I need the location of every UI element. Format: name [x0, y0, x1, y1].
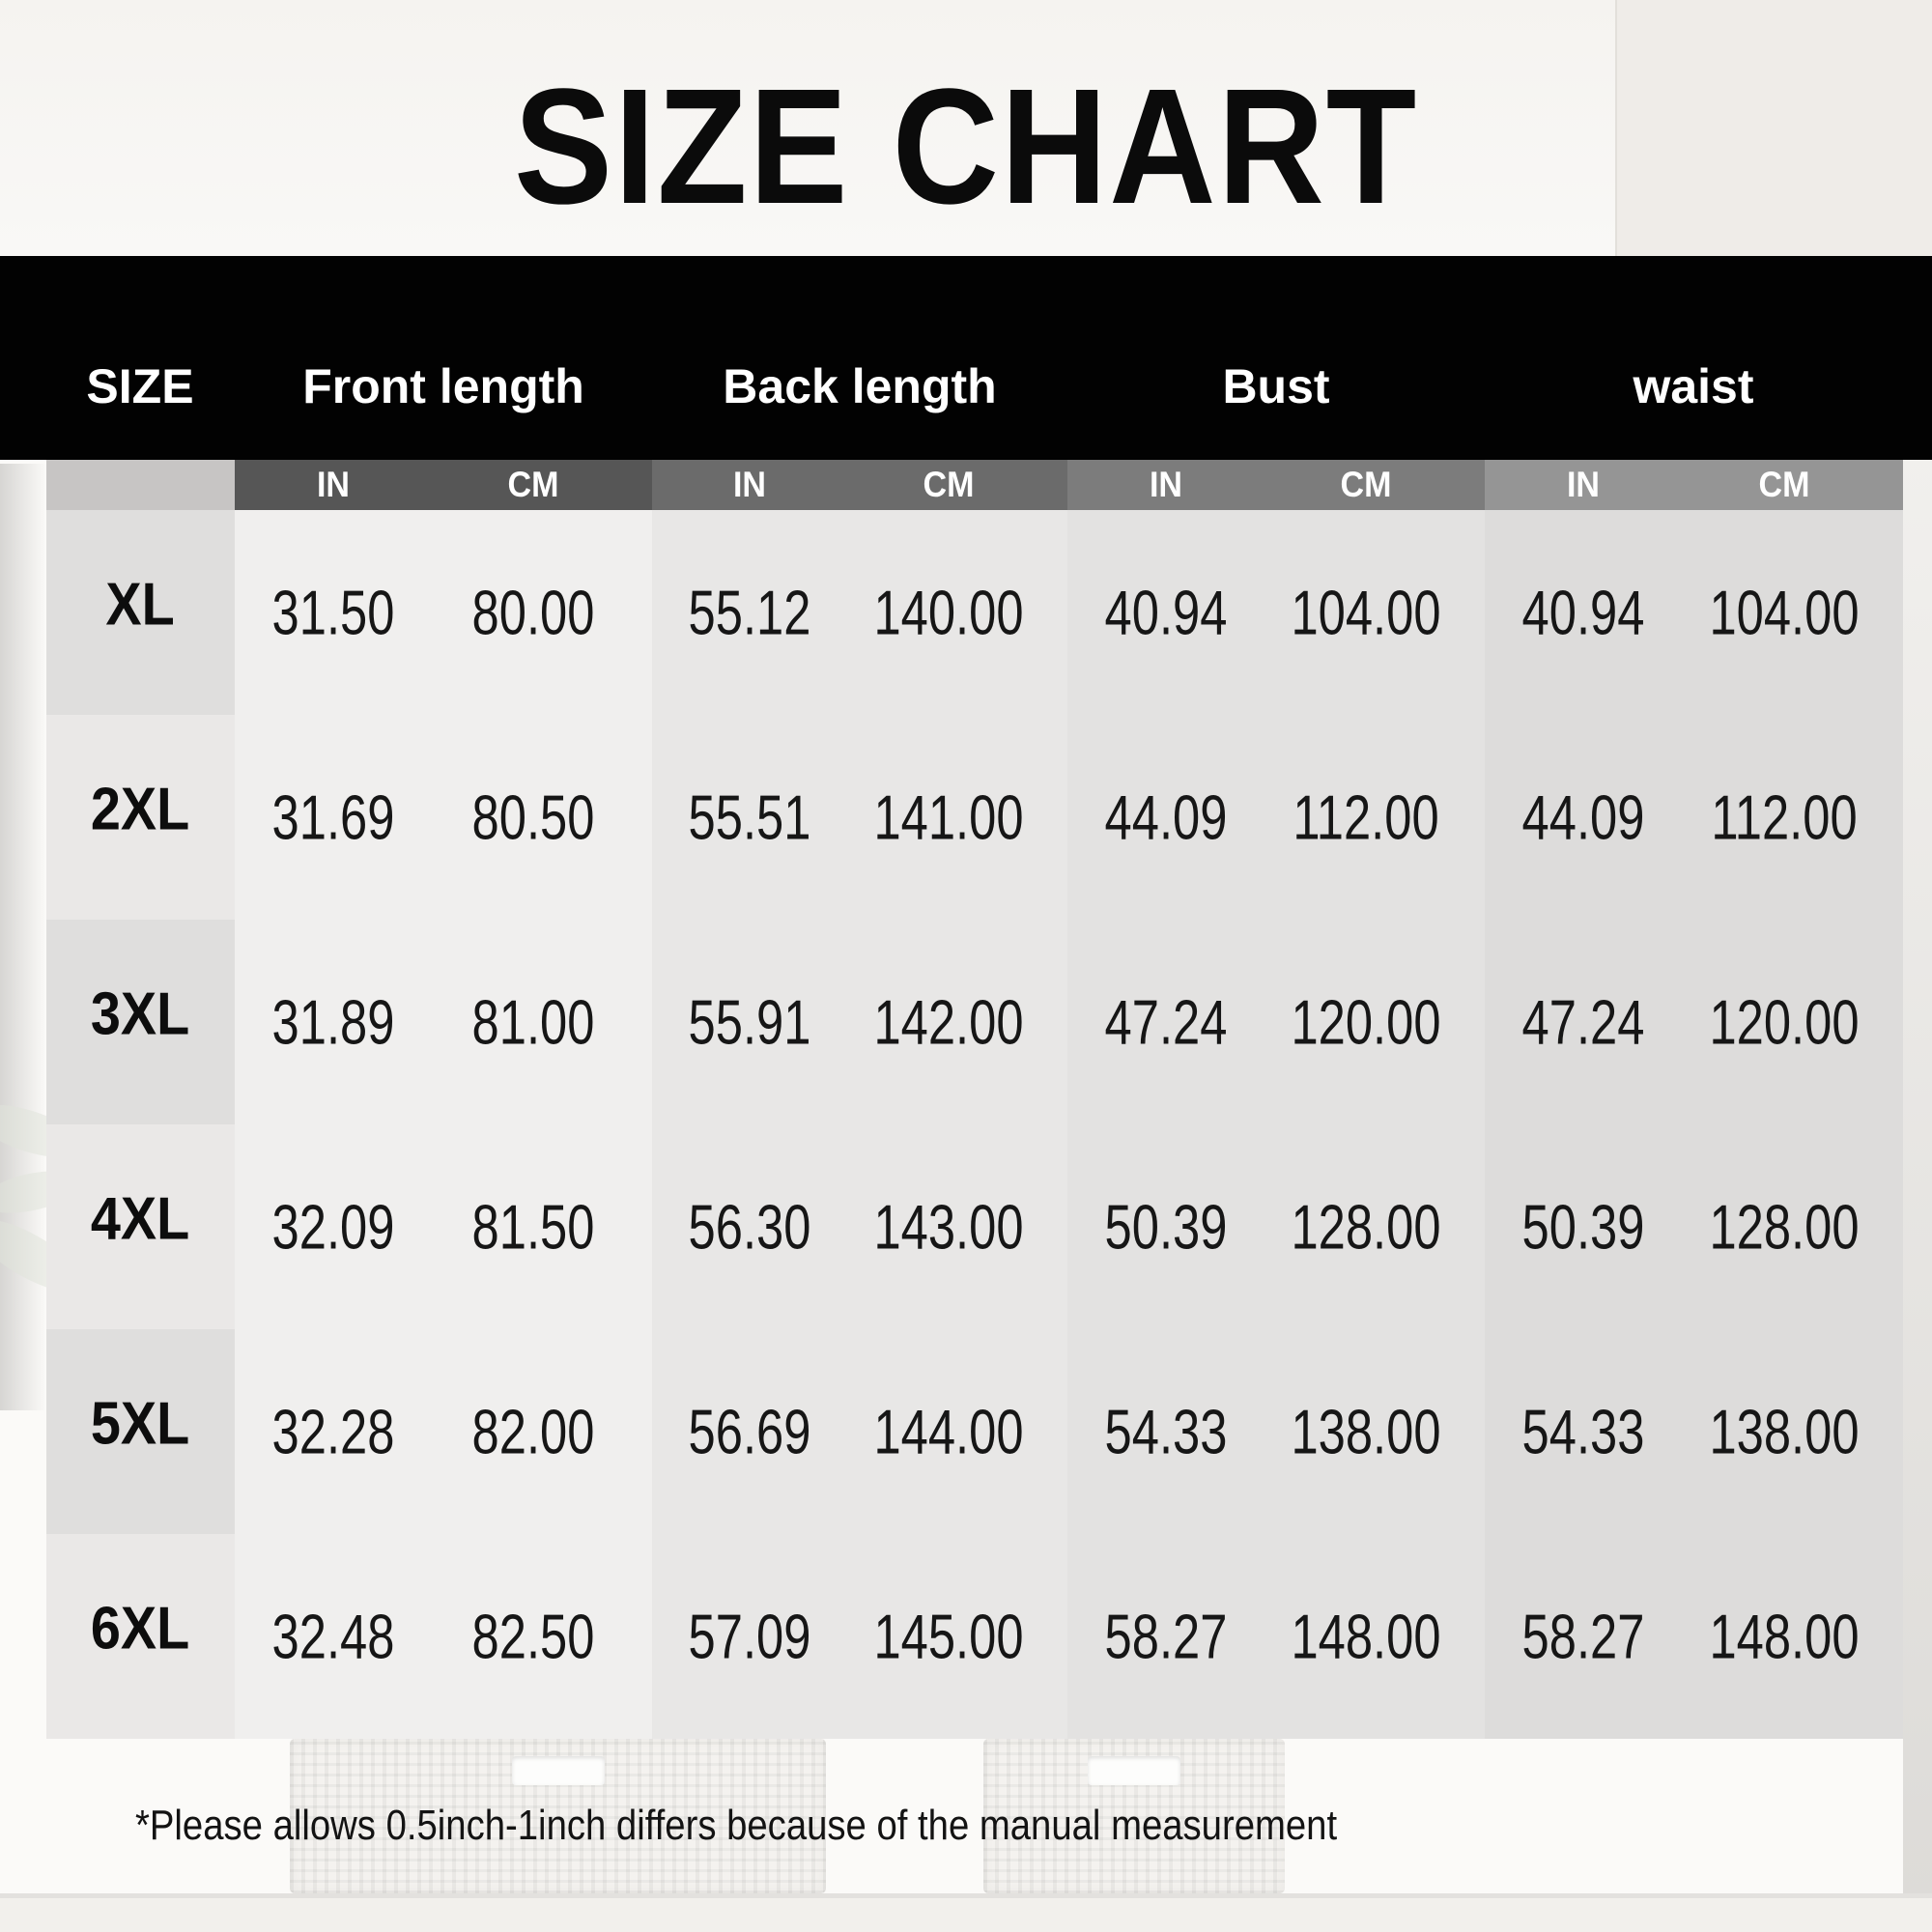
measurement-value: 82.00	[471, 1396, 595, 1467]
row-size-label: XL	[105, 571, 175, 639]
row-size-label: 5XL	[90, 1390, 190, 1458]
size-column-cell	[46, 715, 235, 920]
measurement-value: 143.00	[873, 1191, 1024, 1263]
column-band-back-length	[652, 510, 1067, 1739]
measurement-value: 58.27	[1104, 1601, 1227, 1672]
measurement-value: 47.24	[1104, 986, 1227, 1058]
measurement-value: 44.09	[1104, 781, 1227, 853]
units-segment-size	[46, 460, 235, 510]
column-header-bust: Bust	[1222, 359, 1330, 413]
table-body: XL 31.50 80.00 55.12 140.00 40.94 104.00 40.94 1…	[46, 510, 1903, 1739]
measurement-value: 56.30	[688, 1191, 811, 1263]
measurement-value: 120.00	[1709, 986, 1860, 1058]
background-wall	[0, 0, 1932, 256]
measurement-value: 112.00	[1710, 781, 1858, 853]
units-segment-bust: IN CM	[1067, 460, 1485, 510]
row-size-label: 2XL	[90, 776, 190, 843]
measurement-value: 40.94	[1521, 577, 1645, 648]
background-right-shadow	[1903, 256, 1932, 1932]
measurement-value: 104.00	[1291, 577, 1441, 648]
size-column-cell	[46, 510, 235, 715]
units-row: IN CM IN CM IN CM IN CM	[46, 460, 1903, 510]
unit-cm-label: CM	[1340, 465, 1392, 504]
measurement-value: 82.50	[471, 1601, 595, 1672]
background-basket-left	[290, 1739, 826, 1893]
measurement-value: 81.50	[471, 1191, 595, 1263]
measurement-value: 112.00	[1293, 781, 1439, 853]
measurement-value: 55.91	[688, 986, 811, 1058]
measurement-value: 32.28	[271, 1396, 394, 1467]
measurement-value: 55.12	[688, 577, 811, 648]
unit-in-label: IN	[733, 465, 767, 504]
units-segment-waist: IN CM	[1485, 460, 1903, 510]
measurement-value: 128.00	[1291, 1191, 1441, 1263]
measurement-value: 145.00	[873, 1601, 1024, 1672]
measurement-value: 104.00	[1709, 577, 1860, 648]
measurement-value: 50.39	[1104, 1191, 1227, 1263]
measurement-value: 47.24	[1521, 986, 1645, 1058]
background-basket-right	[983, 1739, 1285, 1893]
measurement-value: 56.69	[688, 1396, 811, 1467]
column-band-bust	[1067, 510, 1485, 1739]
measurement-value: 144.00	[873, 1396, 1024, 1467]
measurement-value: 142.00	[873, 986, 1024, 1058]
unit-cm-label: CM	[923, 465, 975, 504]
measurement-value: 31.50	[271, 577, 394, 648]
unit-in-label: IN	[1149, 465, 1182, 504]
measurement-value: 31.69	[271, 781, 394, 853]
measurement-value: 32.48	[271, 1601, 394, 1672]
basket-handle	[1088, 1756, 1180, 1785]
background-shelf	[0, 1893, 1932, 1932]
unit-in-label: IN	[1566, 465, 1600, 504]
units-segment-back-length: IN CM	[652, 460, 1067, 510]
measurement-value: 140.00	[873, 577, 1024, 648]
measurement-value: 148.00	[1291, 1601, 1441, 1672]
size-column-cell	[46, 1124, 235, 1329]
measurement-value: 58.27	[1521, 1601, 1645, 1672]
measurement-value: 80.00	[471, 577, 595, 648]
unit-in-label: IN	[316, 465, 350, 504]
size-column-cell	[46, 1534, 235, 1739]
unit-cm-label: CM	[1758, 465, 1810, 504]
measurement-value: 138.00	[1291, 1396, 1441, 1467]
column-header-waist: waist	[1633, 359, 1754, 413]
measurement-value: 54.33	[1104, 1396, 1227, 1467]
measurement-value: 120.00	[1291, 986, 1441, 1058]
measurement-value: 128.00	[1709, 1191, 1860, 1263]
unit-cm-label: CM	[507, 465, 559, 504]
row-size-label: 4XL	[90, 1185, 190, 1253]
measurement-value: 57.09	[688, 1601, 811, 1672]
row-size-label: 6XL	[90, 1595, 190, 1662]
measurement-value: 40.94	[1104, 577, 1227, 648]
row-size-label: 3XL	[90, 980, 190, 1048]
measurement-value: 31.89	[271, 986, 394, 1058]
measurement-value: 148.00	[1709, 1601, 1860, 1672]
size-column-cell	[46, 1329, 235, 1534]
units-segment-front-length: IN CM	[235, 460, 652, 510]
background-wall-seam	[1615, 0, 1932, 256]
column-band-front-length	[235, 510, 652, 1739]
footnote: *Please allows 0.5inch-1inch differs bec…	[135, 1802, 1338, 1849]
measurement-value: 141.00	[873, 781, 1024, 853]
page-title: SIZE CHART	[514, 55, 1418, 239]
column-header-size: SIZE	[86, 359, 194, 413]
basket-handle	[511, 1756, 605, 1785]
table-header-bar: SIZE Front length Back length Bust waist	[0, 256, 1932, 460]
column-band-waist	[1485, 510, 1903, 1739]
measurement-value: 80.50	[471, 781, 595, 853]
measurement-value: 138.00	[1709, 1396, 1860, 1467]
measurement-value: 55.51	[688, 781, 811, 853]
column-header-back-length: Back length	[723, 359, 997, 413]
size-column-cell	[46, 920, 235, 1124]
measurement-value: 54.33	[1521, 1396, 1645, 1467]
measurement-value: 32.09	[271, 1191, 394, 1263]
measurement-value: 50.39	[1521, 1191, 1645, 1263]
measurement-value: 44.09	[1521, 781, 1645, 853]
measurement-value: 81.00	[471, 986, 595, 1058]
column-header-front-length: Front length	[302, 359, 584, 413]
